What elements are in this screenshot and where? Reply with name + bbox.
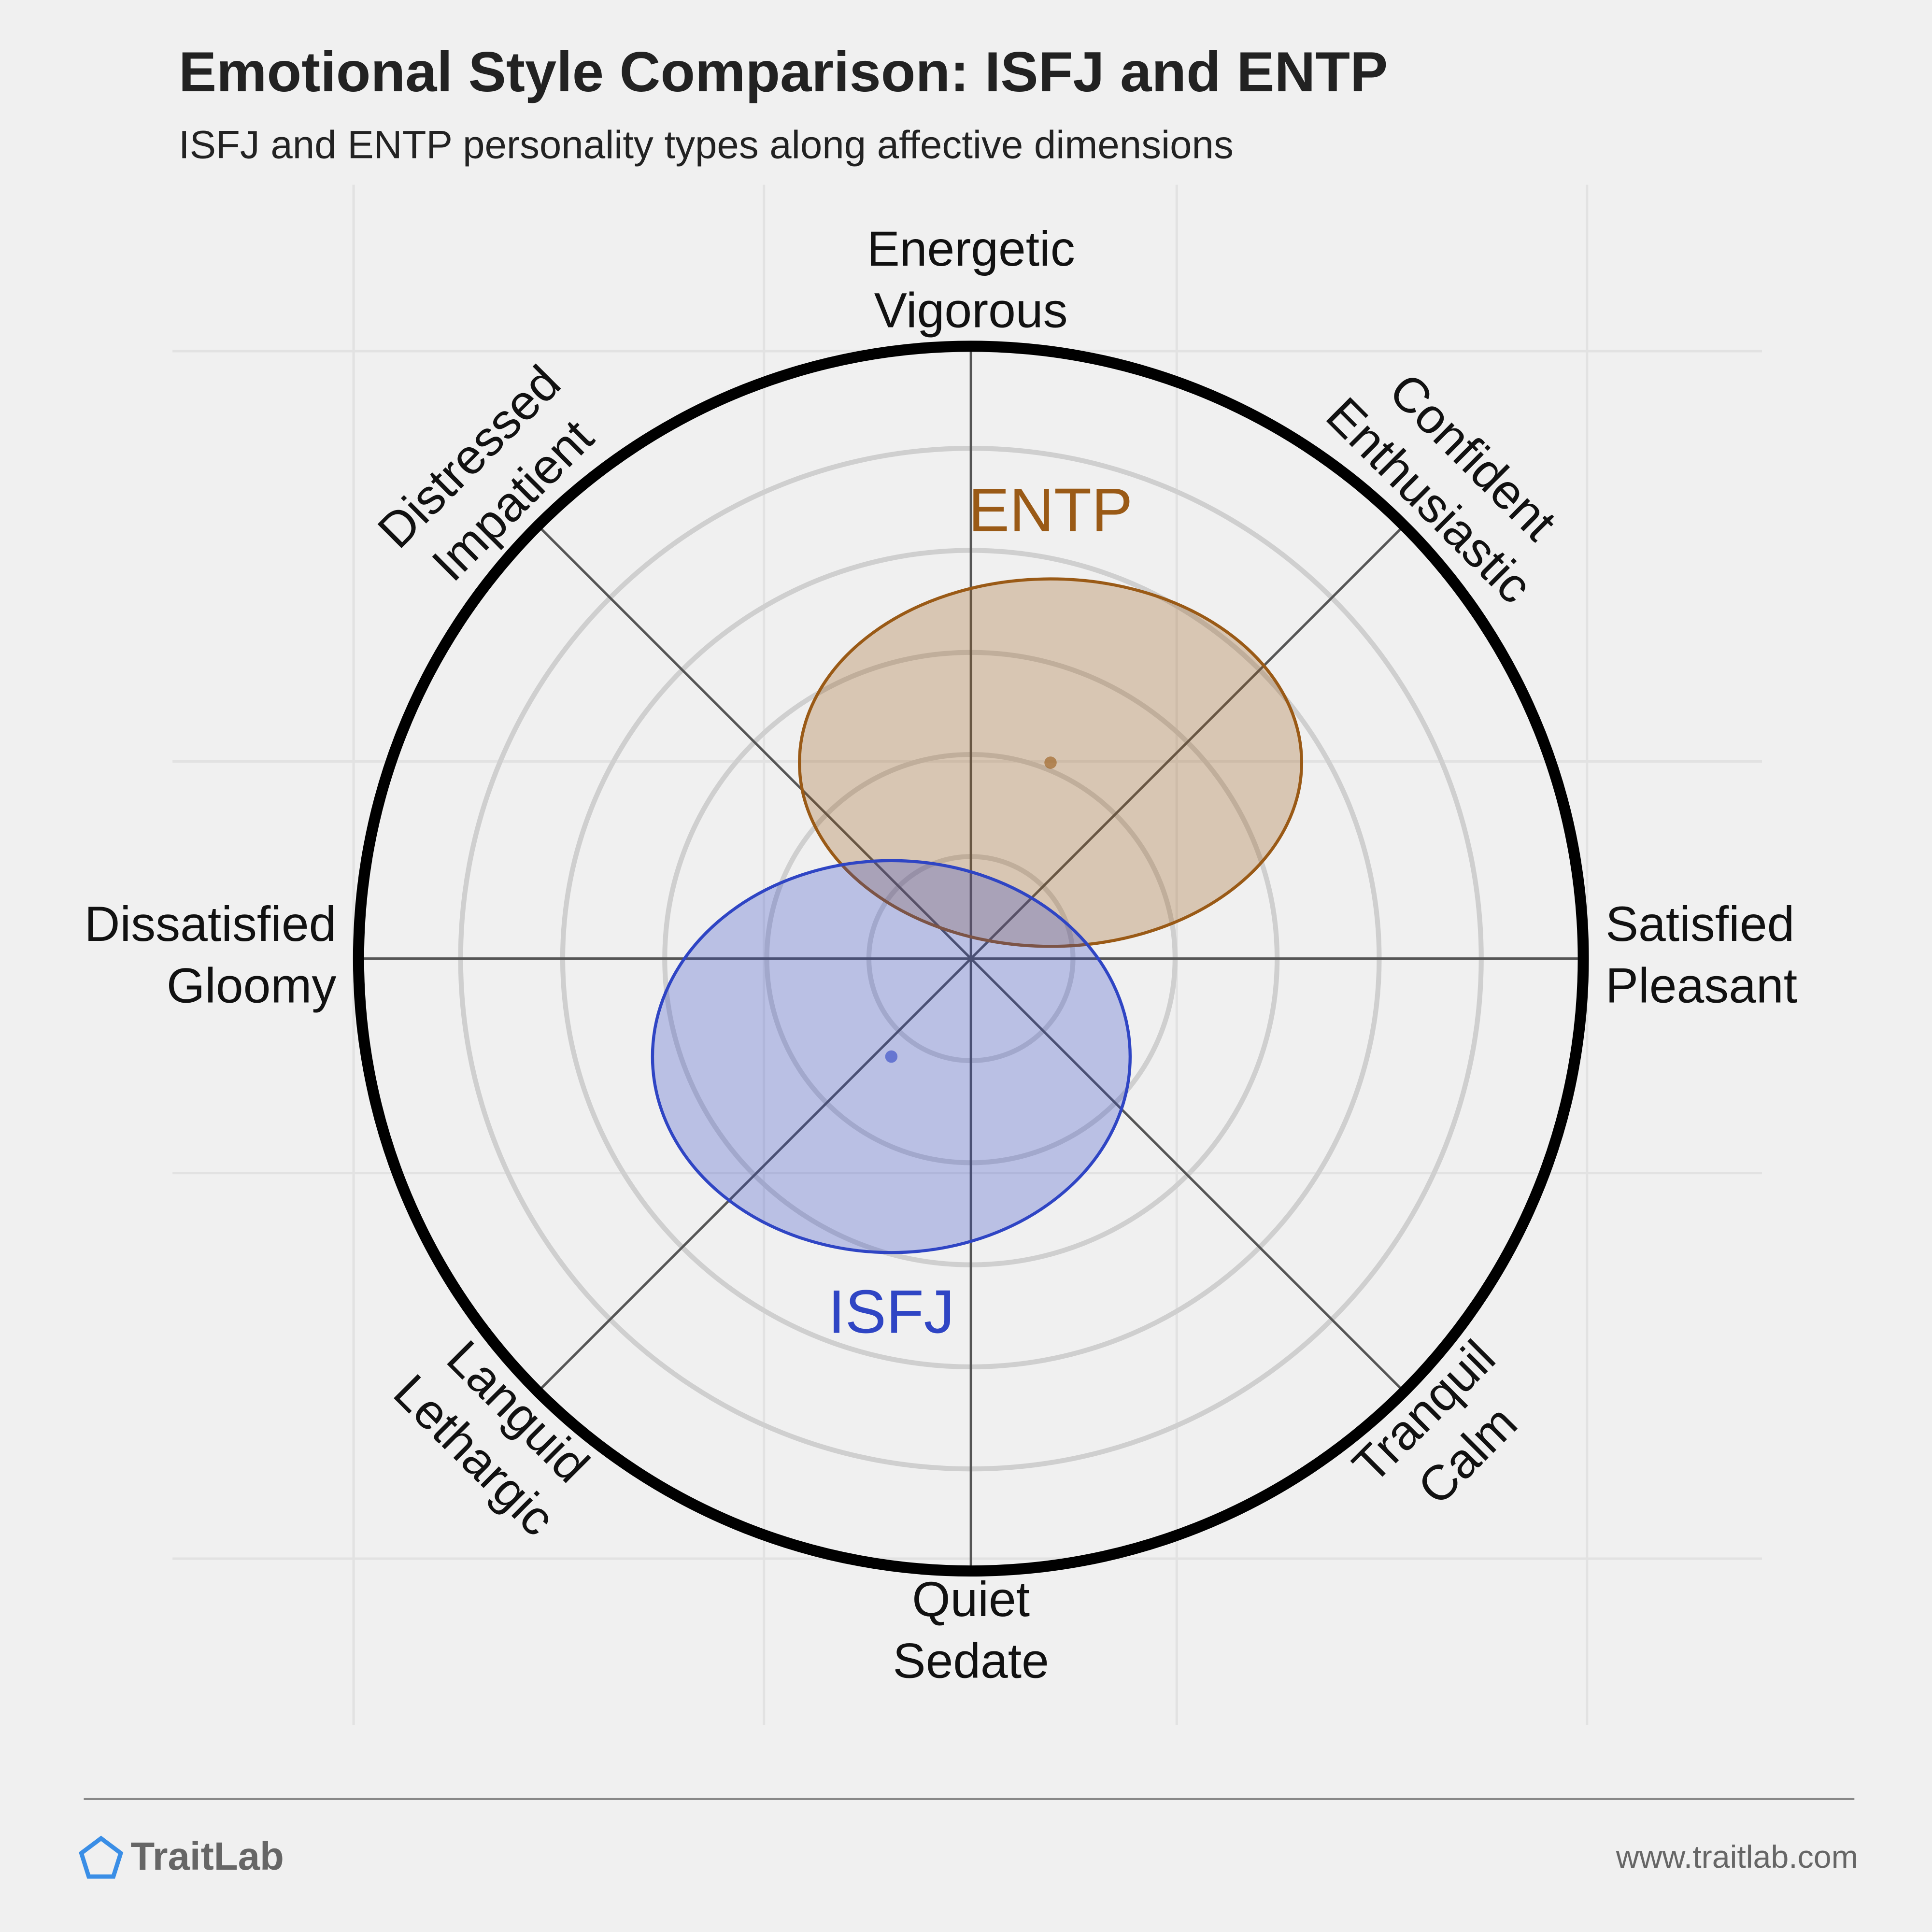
axis-label-line: Energetic xyxy=(867,221,1075,276)
outer-ring xyxy=(353,341,1589,1577)
chart-title: Emotional Style Comparison: ISFJ and ENT… xyxy=(179,40,1388,103)
logo-icon xyxy=(79,1835,124,1879)
spoke xyxy=(537,525,1405,1393)
axis-label: Dissatisfied Gloomy xyxy=(85,896,337,1013)
axis-label-line: Vigorous xyxy=(874,283,1068,338)
chart-subtitle: ISFJ and ENTP personality types along af… xyxy=(179,123,1234,167)
url: www.traitlab.com xyxy=(1616,1839,1858,1875)
axis-label-line: Pleasant xyxy=(1605,958,1797,1013)
axis-label-line: Sedate xyxy=(893,1633,1049,1688)
type-center xyxy=(885,1050,898,1063)
brand: TraitLab xyxy=(130,1834,284,1878)
type-label: ENTP xyxy=(968,476,1133,545)
axis-label-line: Satisfied xyxy=(1605,896,1794,952)
axis-label-line: Gloomy xyxy=(167,958,337,1013)
axis-label-line: Dissatisfied xyxy=(85,896,337,952)
axis-label: Quiet Sedate xyxy=(893,1572,1049,1689)
axis-label: Energetic Vigorous xyxy=(867,221,1075,338)
type-label: ISFJ xyxy=(828,1278,954,1347)
type-center xyxy=(1044,756,1057,769)
axis-label: Satisfied Pleasant xyxy=(1605,896,1797,1013)
axis-label-line: Quiet xyxy=(912,1572,1030,1627)
